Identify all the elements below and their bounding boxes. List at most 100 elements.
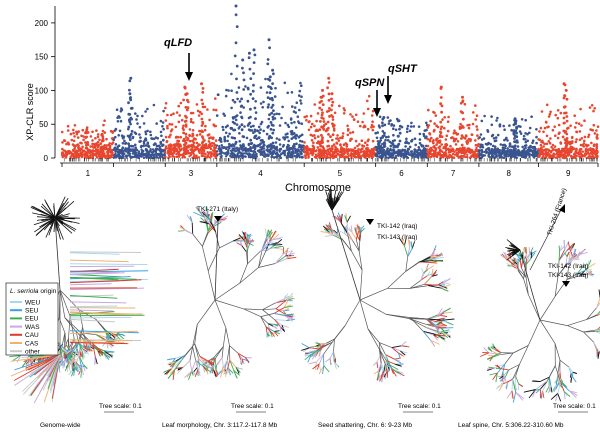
point-chr4 (237, 148, 240, 151)
point-chr5 (340, 154, 343, 158)
y-tick-label-50: 50 (39, 120, 48, 129)
peak-point-chr4 (268, 134, 272, 138)
peak-point-chr7 (461, 99, 465, 103)
point-chr5 (313, 103, 317, 106)
point-chr1 (109, 155, 112, 158)
point-chr9 (580, 137, 584, 140)
point-chr1 (93, 152, 97, 156)
point-chr4 (223, 139, 227, 143)
point-chr5 (341, 136, 344, 140)
point-chr8 (524, 132, 527, 135)
point-chr1 (97, 143, 100, 147)
point-chr3 (172, 112, 175, 115)
point-chr7 (465, 134, 468, 138)
peak-point-chr5 (319, 150, 322, 154)
point-chr7 (454, 143, 458, 146)
point-chr7 (463, 148, 467, 151)
point-chr2 (115, 148, 118, 151)
tree-branch (214, 282, 240, 301)
point-chr3 (208, 156, 211, 159)
point-chr4 (240, 147, 243, 151)
point-chr1 (71, 152, 75, 155)
point-chr9 (556, 116, 560, 120)
peak-point-chr7 (439, 131, 443, 135)
peak-point-chr3 (184, 132, 188, 136)
point-chr8 (480, 138, 484, 141)
point-chr1 (89, 135, 93, 138)
point-chr6 (424, 151, 427, 155)
point-chr4 (234, 147, 238, 150)
peak-point-chr1 (84, 151, 87, 155)
point-chr6 (376, 147, 380, 150)
point-chr6 (384, 138, 387, 142)
point-chr6 (404, 155, 408, 158)
point-chr4 (247, 143, 250, 147)
point-chr2 (135, 118, 138, 121)
point-chr7 (463, 102, 467, 106)
point-chr4 (286, 135, 289, 139)
point-chr7 (466, 141, 470, 144)
tree-branch (69, 283, 112, 286)
point-chr4 (284, 121, 287, 125)
point-chr5 (364, 152, 368, 155)
tree-branch (258, 263, 276, 268)
point-chr4 (220, 144, 223, 147)
point-chr4 (298, 108, 301, 112)
peak-top-chr5 (330, 92, 334, 96)
point-chr8 (528, 155, 531, 159)
point-chr9 (583, 119, 586, 122)
point-chr2 (146, 129, 149, 133)
chromosome-label-7: 7 (451, 169, 456, 178)
point-chr4 (216, 150, 219, 153)
point-chr8 (485, 150, 489, 154)
point-chr3 (212, 150, 215, 153)
point-chr9 (575, 149, 578, 152)
point-chr5 (303, 115, 307, 119)
tree-branch (69, 305, 118, 308)
point-chr9 (545, 148, 548, 151)
point-chr5 (358, 143, 361, 146)
point-chr4 (262, 145, 265, 148)
point-chr1 (105, 137, 108, 141)
point-chr2 (134, 143, 137, 147)
point-chr7 (464, 155, 468, 159)
point-chr6 (397, 149, 400, 153)
point-chr5 (349, 154, 353, 157)
peak-point-chr8 (513, 140, 516, 144)
point-chr2 (144, 137, 147, 140)
point-chr3 (171, 155, 174, 158)
point-chr4 (241, 152, 245, 155)
tree-branch (216, 357, 223, 365)
point-chr8 (480, 151, 484, 154)
point-chr4 (295, 156, 298, 159)
point-chr3 (182, 124, 185, 128)
point-chr4 (264, 77, 267, 81)
point-chr9 (593, 107, 596, 110)
point-chr4 (284, 133, 288, 136)
point-chr1 (81, 151, 84, 154)
peak-point-chr4 (266, 58, 270, 61)
point-chr9 (587, 135, 590, 139)
point-chr7 (459, 147, 462, 151)
point-chr9 (592, 144, 596, 147)
peak-point-chr4 (253, 146, 257, 150)
peak-point-chr2 (129, 107, 133, 110)
point-chr1 (95, 129, 98, 132)
peak-point-chr5 (330, 104, 334, 107)
y-tick-label-200: 200 (35, 19, 49, 28)
tree-branch (69, 316, 132, 319)
point-chr7 (443, 147, 446, 150)
peak-point-chr4 (249, 77, 253, 80)
tree-branch (243, 308, 263, 311)
point-chr6 (418, 132, 422, 136)
tree-branch (247, 251, 261, 264)
point-chr1 (98, 138, 101, 142)
tree-branch (207, 247, 220, 271)
point-chr5 (332, 129, 336, 132)
point-chr9 (558, 149, 561, 153)
point-chr4 (270, 154, 274, 158)
point-chr7 (444, 138, 448, 141)
point-chr3 (175, 147, 178, 151)
point-chr7 (451, 152, 455, 156)
point-chr6 (381, 142, 384, 146)
